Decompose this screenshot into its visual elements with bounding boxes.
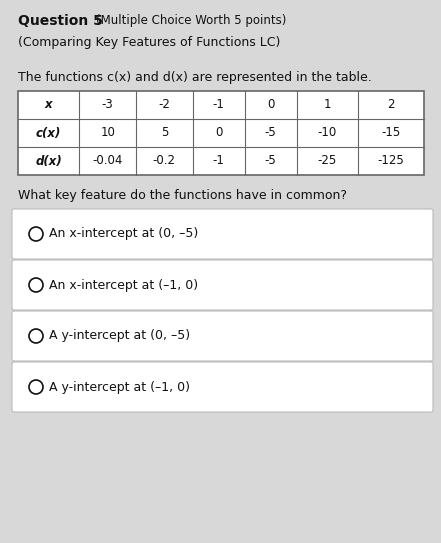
FancyBboxPatch shape — [12, 209, 433, 259]
Text: 5: 5 — [161, 127, 168, 140]
Text: -25: -25 — [318, 155, 337, 167]
FancyBboxPatch shape — [12, 311, 433, 361]
Text: -2: -2 — [158, 98, 170, 111]
Circle shape — [29, 227, 43, 241]
Text: A y-intercept at (–1, 0): A y-intercept at (–1, 0) — [49, 381, 190, 394]
Text: -0.2: -0.2 — [153, 155, 176, 167]
Text: -1: -1 — [213, 98, 224, 111]
Text: 0: 0 — [215, 127, 222, 140]
Text: 1: 1 — [323, 98, 331, 111]
Text: c(x): c(x) — [36, 127, 61, 140]
Text: -15: -15 — [381, 127, 400, 140]
Text: 0: 0 — [267, 98, 274, 111]
Text: -125: -125 — [377, 155, 404, 167]
FancyBboxPatch shape — [12, 260, 433, 310]
Text: A y-intercept at (0, –5): A y-intercept at (0, –5) — [49, 330, 190, 343]
Text: What key feature do the functions have in common?: What key feature do the functions have i… — [18, 189, 347, 202]
Text: Question 5: Question 5 — [18, 14, 103, 28]
Text: An x-intercept at (–1, 0): An x-intercept at (–1, 0) — [49, 279, 198, 292]
FancyBboxPatch shape — [12, 362, 433, 412]
Bar — [18, 91, 424, 175]
Text: d(x): d(x) — [35, 155, 62, 167]
Circle shape — [29, 278, 43, 292]
Text: -10: -10 — [318, 127, 337, 140]
Text: -5: -5 — [265, 127, 277, 140]
Text: -1: -1 — [213, 155, 224, 167]
Text: The functions c(x) and d(x) are represented in the table.: The functions c(x) and d(x) are represen… — [18, 71, 372, 84]
Text: -5: -5 — [265, 155, 277, 167]
Text: (Multiple Choice Worth 5 points): (Multiple Choice Worth 5 points) — [96, 14, 286, 27]
Text: -3: -3 — [102, 98, 114, 111]
Text: 2: 2 — [387, 98, 395, 111]
Text: An x-intercept at (0, –5): An x-intercept at (0, –5) — [49, 228, 198, 241]
Circle shape — [29, 380, 43, 394]
Text: 10: 10 — [100, 127, 115, 140]
Text: (Comparing Key Features of Functions LC): (Comparing Key Features of Functions LC) — [18, 36, 280, 49]
Circle shape — [29, 329, 43, 343]
Text: x: x — [45, 98, 52, 111]
Text: -0.04: -0.04 — [93, 155, 123, 167]
